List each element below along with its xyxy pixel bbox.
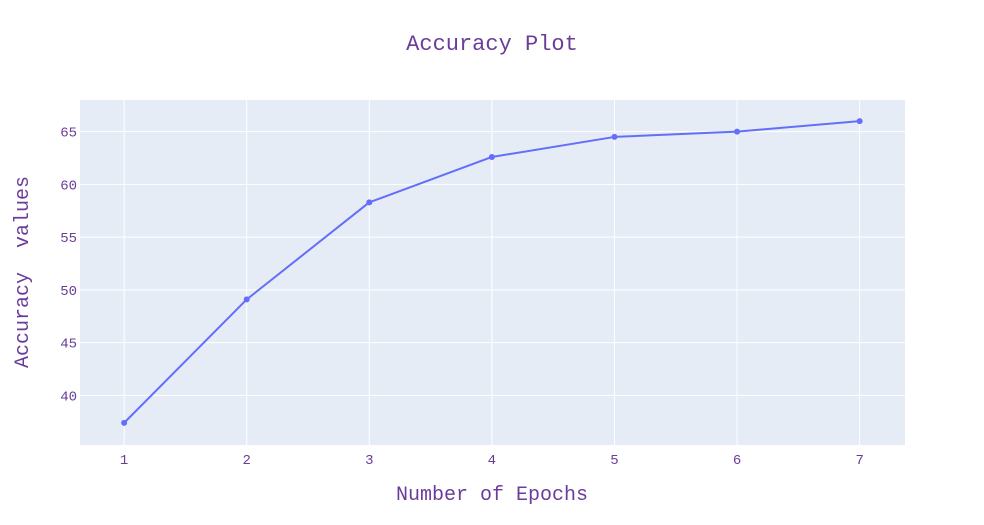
x-axis-title: Number of Epochs — [396, 484, 588, 507]
y-tick-label: 50 — [60, 284, 77, 300]
y-tick-label: 40 — [60, 389, 77, 405]
chart-title: Accuracy Plot — [406, 32, 578, 57]
x-tick-label: 5 — [610, 453, 618, 469]
x-tick-label: 6 — [733, 453, 741, 469]
x-tick-label: 3 — [365, 453, 373, 469]
y-tick-label: 65 — [60, 126, 77, 142]
y-axis-title: Accuracy values — [12, 176, 35, 368]
data-point — [734, 128, 741, 135]
data-point — [856, 118, 863, 125]
x-tick-label: 4 — [488, 453, 496, 469]
x-tick-label: 2 — [243, 453, 251, 469]
data-point — [611, 133, 618, 140]
grid-lines — [80, 100, 905, 445]
y-tick-label: 45 — [60, 337, 77, 353]
data-point — [366, 199, 373, 206]
y-tick-label: 60 — [60, 178, 77, 194]
x-tick-label: 7 — [855, 453, 863, 469]
plot-area — [80, 100, 905, 445]
data-point — [243, 296, 250, 303]
data-point — [121, 419, 128, 426]
x-tick-label: 1 — [120, 453, 128, 469]
series-layer — [121, 118, 863, 426]
y-tick-label: 55 — [60, 231, 77, 247]
data-point — [488, 153, 495, 160]
